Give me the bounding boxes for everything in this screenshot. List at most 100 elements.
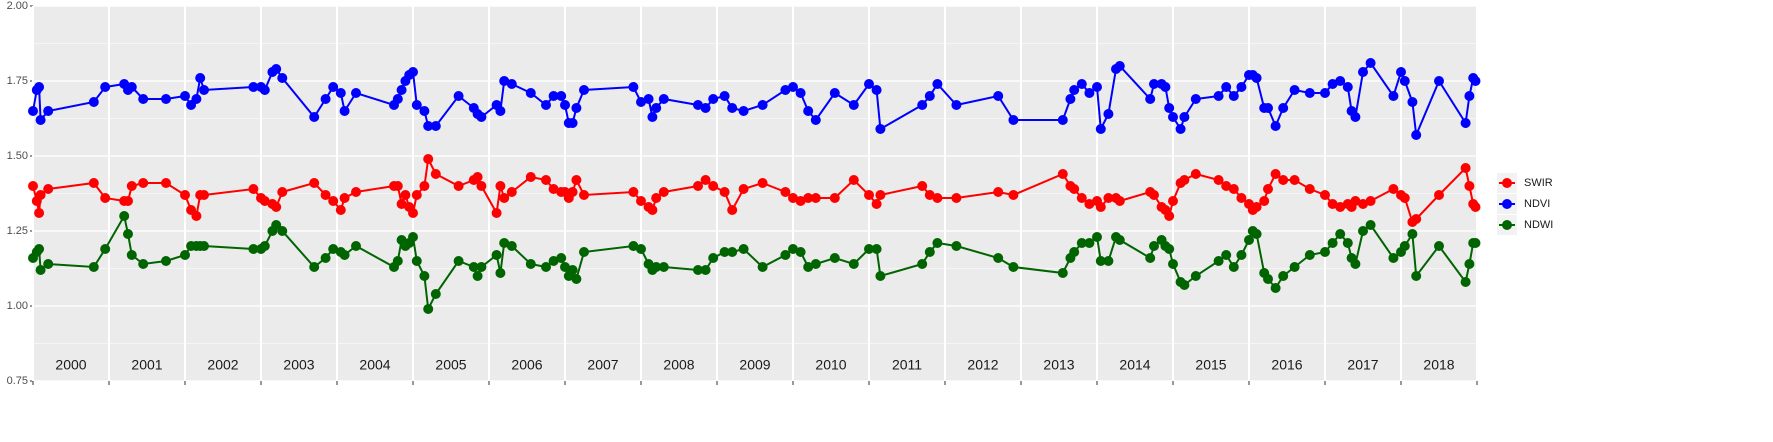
point [396, 85, 407, 95]
point [277, 187, 288, 197]
point [499, 238, 510, 248]
point [1399, 193, 1410, 203]
point [795, 196, 806, 206]
point [1092, 82, 1102, 92]
point [1289, 85, 1300, 95]
point [643, 94, 654, 104]
point [335, 205, 346, 215]
point [180, 91, 190, 101]
point [161, 178, 171, 188]
point [1464, 181, 1475, 191]
point [180, 250, 190, 260]
legend-point [1502, 178, 1512, 188]
point [1160, 82, 1171, 92]
year-label: 2014 [1119, 357, 1150, 373]
year-label: 2013 [1043, 357, 1074, 373]
point [476, 262, 487, 272]
point [1304, 88, 1315, 98]
point [636, 97, 646, 107]
point [1411, 130, 1422, 140]
point [864, 244, 874, 254]
point [423, 154, 434, 164]
year-label: 2000 [55, 357, 86, 373]
point [351, 241, 361, 251]
point [1103, 256, 1114, 266]
point [1076, 79, 1087, 89]
point [1236, 82, 1247, 92]
point [453, 256, 464, 266]
year-label: 2018 [1423, 357, 1454, 373]
legend-label: NDWI [1524, 219, 1553, 231]
point [548, 91, 559, 101]
point [651, 262, 662, 272]
point [1388, 91, 1399, 101]
point [871, 244, 882, 254]
point [1388, 253, 1399, 263]
y-tick-label: 1.50 [7, 150, 28, 162]
point [951, 193, 962, 203]
point [579, 247, 589, 257]
point [1358, 226, 1368, 236]
point [636, 196, 646, 206]
point [708, 181, 719, 191]
point [1114, 61, 1125, 71]
point [871, 199, 882, 209]
point [1407, 97, 1418, 107]
point [161, 256, 171, 266]
point [556, 253, 567, 263]
point [1084, 199, 1095, 209]
point [871, 85, 882, 95]
point [1228, 184, 1239, 194]
point [1365, 196, 1376, 206]
year-label: 2006 [511, 357, 542, 373]
point [328, 82, 339, 92]
point [309, 262, 320, 272]
point [1350, 112, 1361, 122]
point [1320, 247, 1330, 257]
point [1149, 241, 1159, 251]
year-label: 2007 [587, 357, 618, 373]
point [647, 112, 658, 122]
point [138, 94, 149, 104]
year-label: 2012 [967, 357, 998, 373]
point [810, 259, 821, 269]
point [423, 304, 434, 314]
point [138, 178, 149, 188]
point [1057, 268, 1068, 278]
point [708, 253, 719, 263]
point [1342, 82, 1353, 92]
point [430, 121, 441, 131]
legend-point [1502, 220, 1512, 230]
y-tick-label: 1.25 [7, 225, 28, 237]
point [1460, 277, 1471, 287]
point [1358, 67, 1368, 77]
point [738, 106, 749, 116]
point [1213, 256, 1224, 266]
point [1190, 271, 1201, 281]
point [757, 178, 768, 188]
point [1320, 190, 1330, 200]
point [1076, 193, 1087, 203]
point [628, 241, 639, 251]
point [560, 262, 570, 272]
year-label: 2009 [739, 357, 770, 373]
point [392, 181, 403, 191]
point [1103, 109, 1114, 119]
point [993, 253, 1004, 263]
point [28, 181, 38, 191]
point [658, 94, 669, 104]
point [491, 250, 502, 260]
point [1145, 253, 1156, 263]
point [864, 190, 874, 200]
point [495, 181, 506, 191]
point [28, 106, 38, 116]
point [1179, 175, 1190, 185]
point [339, 193, 350, 203]
point [1168, 112, 1178, 122]
point [123, 229, 133, 239]
year-label: 2003 [283, 357, 314, 373]
point [468, 262, 479, 272]
point [1365, 58, 1376, 68]
point [693, 265, 703, 275]
year-label: 2004 [359, 357, 390, 373]
